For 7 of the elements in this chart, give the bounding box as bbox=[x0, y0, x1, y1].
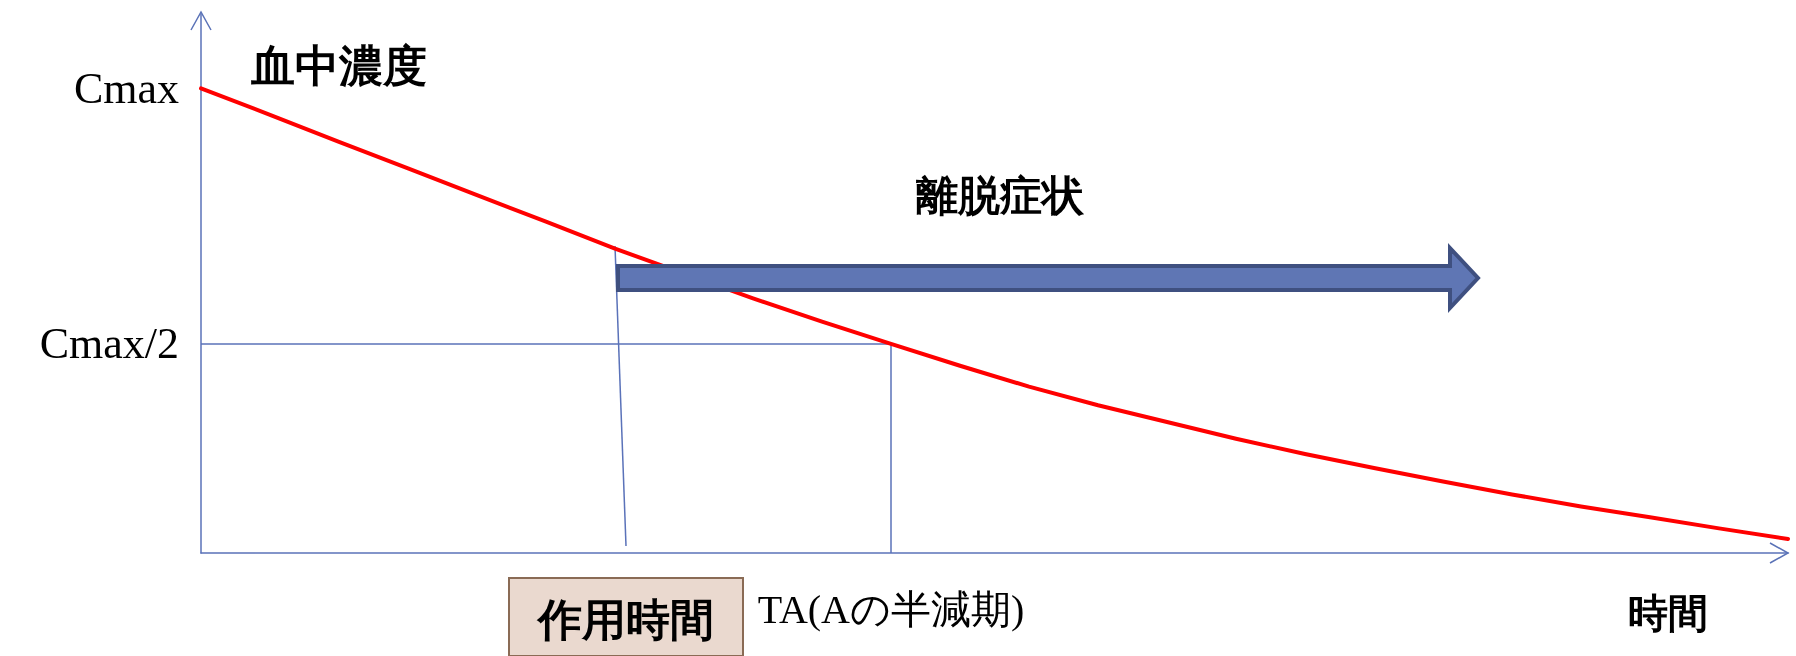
text: 作用時間 bbox=[536, 595, 714, 645]
text: Cmax bbox=[73, 63, 179, 113]
ref-line-label: Cmax/2 bbox=[39, 319, 179, 369]
y-axis-title: 血中濃度 bbox=[250, 41, 427, 91]
annotation: 離脱症状 bbox=[915, 173, 1085, 219]
x-axis-title: 時間 bbox=[1628, 590, 1708, 636]
text: TA(Aの半減期) bbox=[757, 586, 1025, 632]
